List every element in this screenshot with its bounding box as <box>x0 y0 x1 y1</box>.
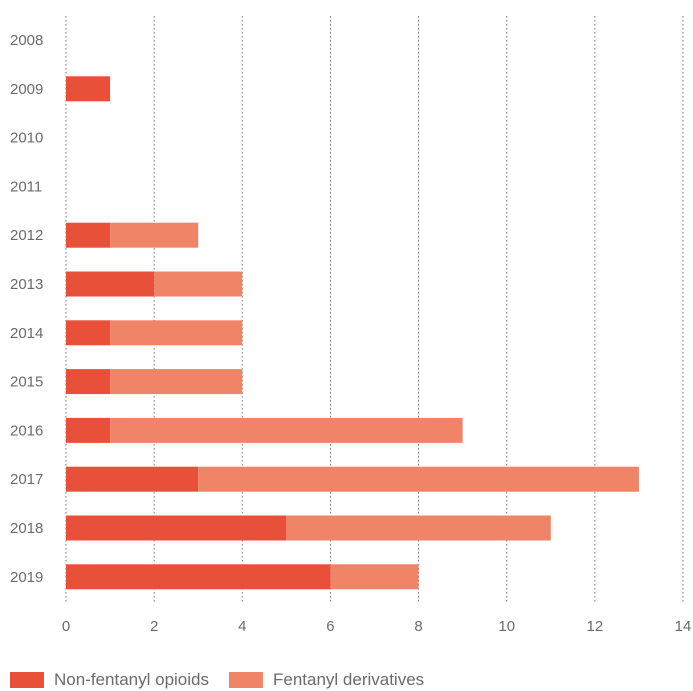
bar-fentanyl <box>154 271 243 297</box>
x-tick-label: 6 <box>326 618 334 635</box>
y-tick-label: 2014 <box>10 325 43 342</box>
legend-item-non-fentanyl: Non-fentanyl opioids <box>10 670 209 690</box>
bar-fentanyl <box>330 564 419 590</box>
x-tick-label: 12 <box>587 618 604 635</box>
bars <box>66 76 639 590</box>
y-tick-label: 2008 <box>10 32 43 49</box>
bar-fentanyl <box>198 466 639 492</box>
y-tick-label: 2017 <box>10 471 43 488</box>
x-tick-label: 14 <box>675 618 692 635</box>
y-tick-label: 2013 <box>10 276 43 293</box>
bar-fentanyl <box>110 417 463 443</box>
y-tick-label: 2012 <box>10 227 43 244</box>
x-axis-labels: 0 2 4 6 8 10 12 14 <box>62 618 692 635</box>
bar-non-fentanyl <box>66 515 287 541</box>
bar-non-fentanyl <box>66 320 111 346</box>
bar-non-fentanyl <box>66 417 111 443</box>
y-tick-label: 2010 <box>10 130 43 147</box>
bar-fentanyl <box>110 222 199 248</box>
legend-item-fentanyl: Fentanyl derivatives <box>228 670 425 690</box>
bar-non-fentanyl <box>66 466 199 492</box>
bar-fentanyl <box>286 515 551 541</box>
y-tick-label: 2011 <box>10 178 42 195</box>
legend-swatch-fentanyl <box>228 672 263 688</box>
x-tick-label: 10 <box>498 618 515 635</box>
bar-non-fentanyl <box>66 271 155 297</box>
bar-non-fentanyl <box>66 222 111 248</box>
y-tick-label: 2019 <box>10 569 43 586</box>
legend: Non-fentanyl opioids Fentanyl derivative… <box>10 670 444 690</box>
y-tick-label: 2015 <box>10 374 43 391</box>
y-tick-label: 2018 <box>10 520 43 537</box>
legend-swatch-non-fentanyl <box>10 672 44 688</box>
legend-label-fentanyl: Fentanyl derivatives <box>272 670 425 689</box>
bar-non-fentanyl <box>66 369 111 395</box>
y-axis-labels: 2008 2009 2010 2011 2012 2013 2014 2015 2016 2017… <box>10 32 43 586</box>
bar-non-fentanyl <box>66 564 331 590</box>
x-tick-label: 0 <box>62 618 70 635</box>
chart: 2008200920102011201220132014201520162017… <box>10 16 692 635</box>
bar-fentanyl <box>110 369 243 395</box>
bar-fentanyl <box>110 320 243 346</box>
y-tick-label: 2016 <box>10 422 43 439</box>
x-tick-label: 4 <box>238 618 246 635</box>
y-tick-label: 2009 <box>10 81 43 98</box>
bar-non-fentanyl <box>66 76 111 102</box>
x-tick-label: 2 <box>150 618 158 635</box>
x-tick-label: 8 <box>414 618 422 635</box>
legend-label-non-fentanyl: Non-fentanyl opioids <box>54 670 209 689</box>
